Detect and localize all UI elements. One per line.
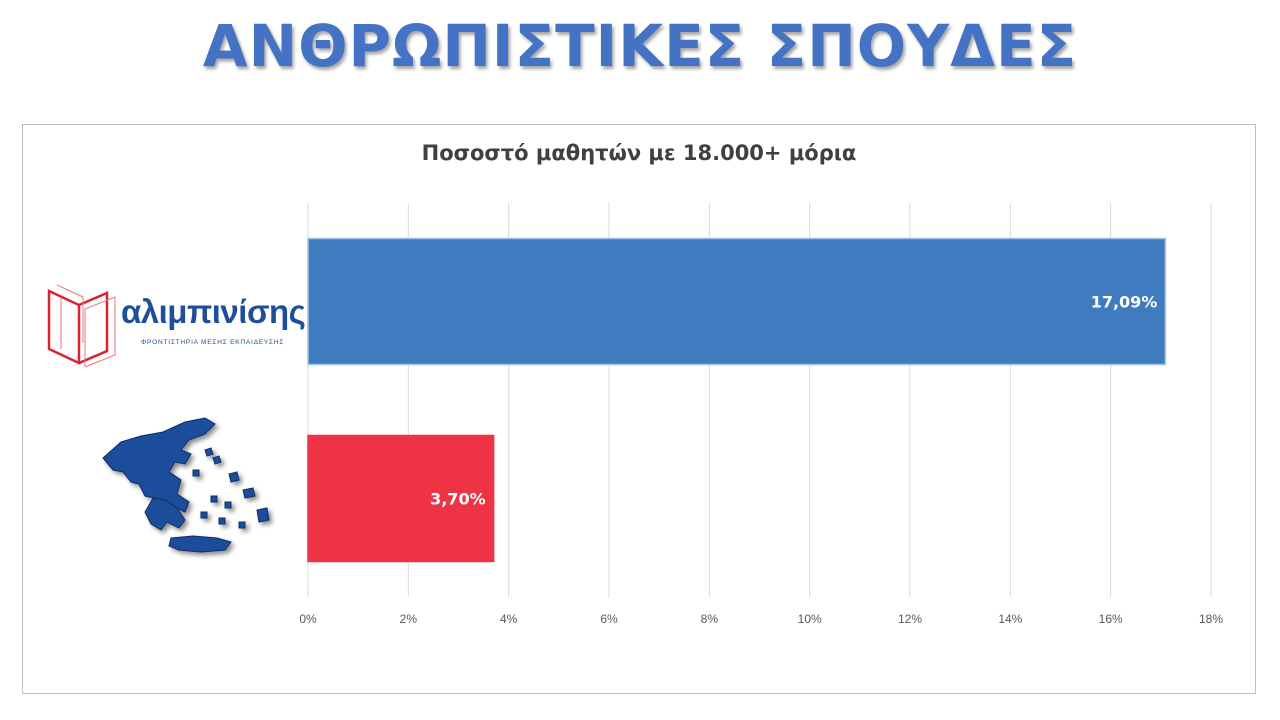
x-tick-label: 6% <box>600 612 618 626</box>
greece-map-shape <box>102 417 270 553</box>
logo-tagline: ΦΡΟΝΤΙΣΤΗΡΙΑ ΜΕΣΗΣ ΕΚΠΑΙΔΕΥΣΗΣ <box>141 339 285 346</box>
bar-value-label: 3,70% <box>430 490 486 509</box>
x-tick-label: 8% <box>701 612 719 626</box>
greece-map-icon <box>93 410 283 560</box>
bar-greece-map <box>307 434 495 563</box>
alimpinisis-logo: αλιμπινίσης ΦΡΟΝΤΙΣΤΗΡΙΑ ΜΕΣΗΣ ΕΚΠΑΙΔΕΥΣ… <box>45 283 306 373</box>
x-tick-label: 0% <box>299 612 317 626</box>
bar-chart: 0% 2% 4% 6% 8% 10% 12% 14% 16% 18% 17,09% 3,70% <box>299 203 1223 626</box>
chart-title: Ποσοστό μαθητών με 18.000+ μόρια <box>421 141 857 165</box>
x-tick-label: 18% <box>1199 612 1223 626</box>
slide-title: ΑΝΘΡΩΠΙΣΤΙΚΕΣ ΣΠΟΥΔΕΣ <box>202 12 1078 80</box>
book-logo-icon <box>47 284 116 367</box>
x-tick-label: 16% <box>1099 612 1123 626</box>
x-tick-label: 14% <box>998 612 1022 626</box>
bar-value-label: 17,09% <box>1091 293 1158 312</box>
x-tick-label: 12% <box>898 612 922 626</box>
chart-frame: Ποσοστό μαθητών με 18.000+ μόρια 0% 2% 4% 6… <box>22 124 1256 694</box>
x-tick-label: 4% <box>500 612 518 626</box>
bar-alimpinisis-logo <box>307 237 1167 366</box>
x-tick-label: 2% <box>400 612 418 626</box>
logo-name: αλιμπινίσης <box>121 293 306 330</box>
x-tick-label: 10% <box>798 612 822 626</box>
